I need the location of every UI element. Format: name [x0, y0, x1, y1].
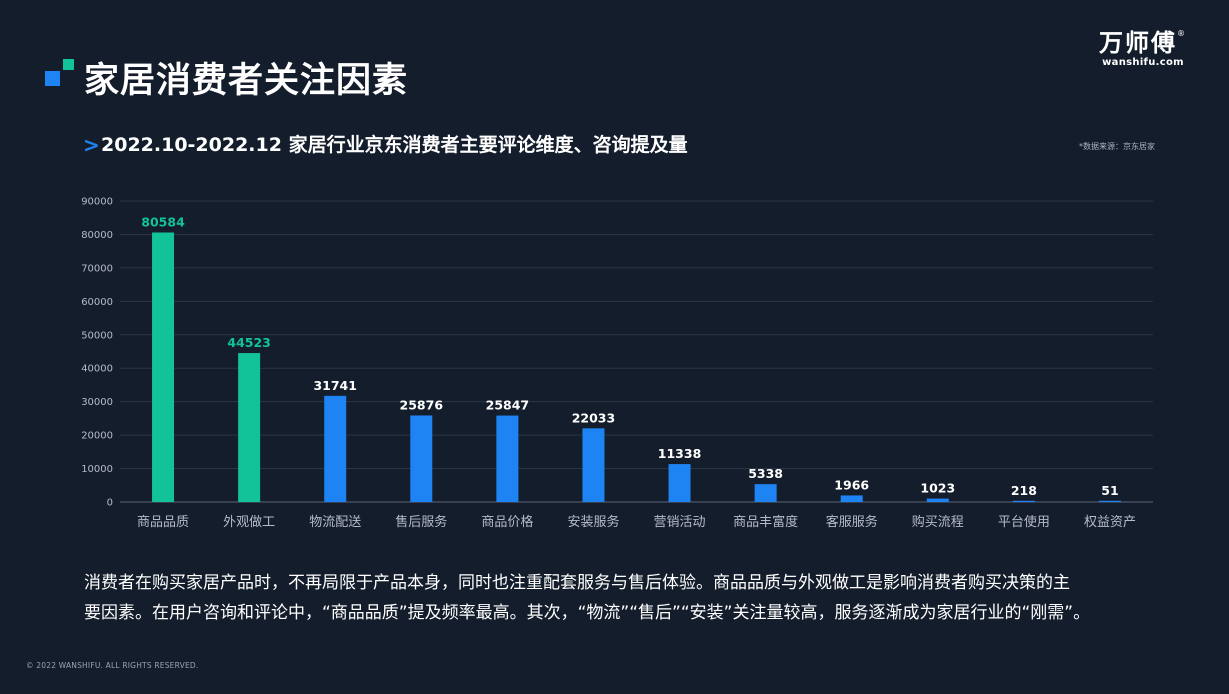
x-tick-label: 物流配送 — [309, 515, 361, 530]
y-tick-label: 50000 — [81, 330, 113, 341]
y-tick-label: 90000 — [81, 197, 113, 208]
x-tick-label: 平台使用 — [998, 514, 1050, 530]
blue-square-icon — [45, 71, 60, 86]
copyright-text: © 2022 WANSHIFU. ALL RIGHTS RESERVED. — [26, 661, 199, 670]
y-tick-label: 80000 — [81, 230, 113, 241]
y-tick-label: 10000 — [81, 464, 113, 475]
data-label: 80584 — [141, 214, 185, 229]
data-label: 11338 — [658, 446, 702, 461]
bar — [1012, 500, 1035, 502]
x-tick-label: 商品价格 — [481, 514, 533, 530]
y-tick-label: 70000 — [81, 263, 113, 274]
bar — [324, 395, 347, 502]
chevron-right-icon: > — [83, 133, 100, 157]
data-label: 1966 — [834, 477, 869, 492]
bar — [926, 498, 949, 502]
green-square-icon — [63, 59, 74, 70]
bar — [238, 353, 261, 502]
y-tick-label: 60000 — [81, 297, 113, 308]
description-line-1: 消费者在购买家居产品时，不再局限于产品本身，同时也注重配套服务与售后体验。商品品… — [84, 573, 1070, 593]
y-tick-label: 0 — [107, 498, 113, 509]
data-label: 5338 — [748, 466, 783, 481]
y-tick-label: 30000 — [81, 397, 113, 408]
data-label: 22033 — [572, 410, 616, 425]
x-tick-label: 权益资产 — [1084, 514, 1136, 530]
data-label: 1023 — [920, 481, 955, 496]
bar — [1098, 500, 1121, 502]
logo-cn: 万师傅 — [1099, 29, 1177, 57]
title-mark-icon — [45, 59, 75, 89]
x-tick-label: 购买流程 — [912, 514, 964, 530]
chart-subtitle: 2022.10-2022.12 家居行业京东消费者主要评论维度、咨询提及量 — [101, 134, 688, 156]
data-label: 44523 — [227, 335, 271, 350]
y-tick-label: 20000 — [81, 431, 113, 442]
brand-logo: 万师傅® wanshifu.com — [1099, 26, 1187, 69]
data-label: 25847 — [486, 398, 530, 413]
data-label: 31741 — [313, 378, 357, 393]
x-tick-label: 营销活动 — [654, 515, 706, 530]
data-label: 51 — [1101, 483, 1118, 498]
bar — [754, 484, 777, 502]
bar — [496, 415, 519, 502]
x-tick-label: 外观做工 — [223, 515, 275, 530]
x-tick-label: 安装服务 — [567, 514, 619, 530]
bar — [840, 495, 863, 502]
logo-domain: wanshifu.com — [1102, 57, 1184, 68]
x-tick-label: 客服服务 — [826, 514, 878, 530]
description-line-2: 要因素。在用户咨询和评论中，“商品品质”提及频率最高。其次，“物流”“售后”“安… — [84, 603, 1091, 623]
bar — [152, 232, 175, 503]
data-label: 25876 — [400, 397, 444, 412]
logo-registered-mark: ® — [1177, 29, 1187, 38]
bar — [582, 428, 605, 502]
bar — [668, 464, 691, 502]
description-text: 消费者在购买家居产品时，不再局限于产品本身，同时也注重配套服务与售后体验。商品品… — [84, 568, 1164, 628]
x-tick-label: 商品品质 — [137, 515, 189, 530]
x-tick-label: 商品丰富度 — [733, 514, 798, 530]
y-tick-label: 40000 — [81, 364, 113, 375]
x-tick-label: 售后服务 — [395, 514, 447, 530]
data-source-note: *数据来源：京东居家 — [1079, 142, 1155, 151]
page-title: 家居消费者关注因素 — [84, 61, 409, 101]
data-label: 218 — [1011, 483, 1037, 498]
logo-text: 万师傅® — [1099, 26, 1187, 57]
bar — [410, 415, 433, 502]
